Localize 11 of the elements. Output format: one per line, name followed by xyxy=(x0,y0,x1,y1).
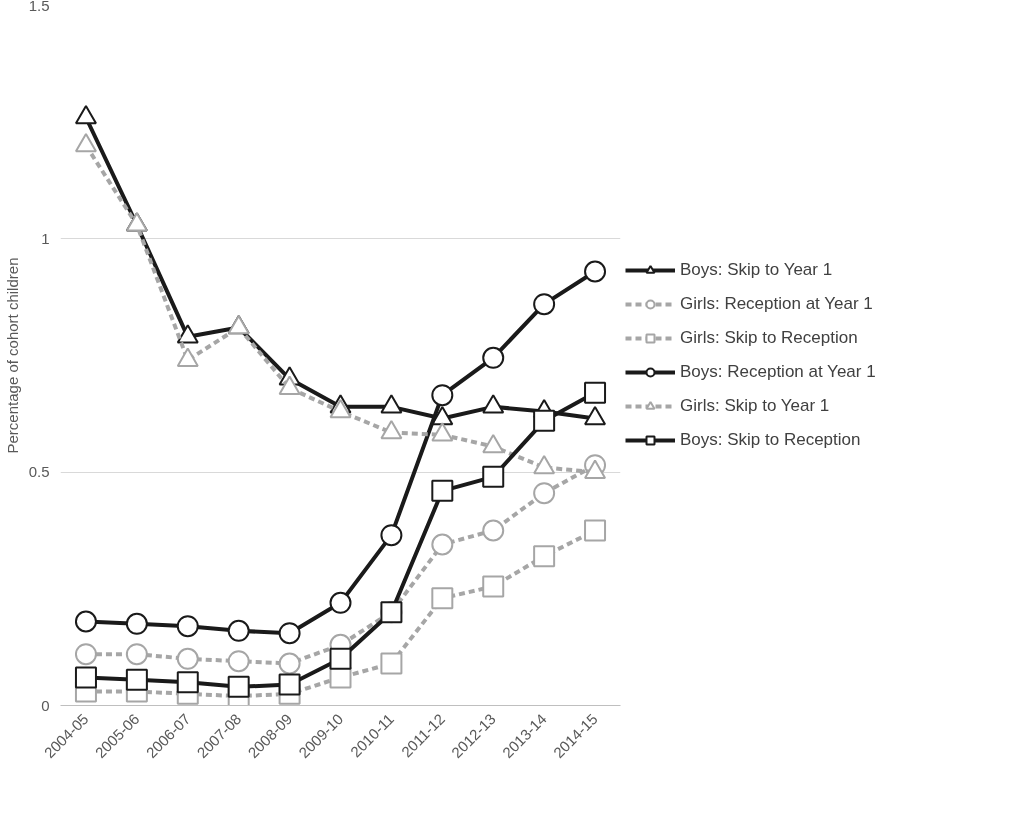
y-tick-label: 1.5 xyxy=(28,0,50,14)
legend-label: Boys: Reception at Year 1 xyxy=(680,362,876,382)
y-tick-label: 0 xyxy=(41,696,50,714)
legend-label: Girls: Reception at Year 1 xyxy=(680,294,873,314)
legend-label: Boys: Skip to Year 1 xyxy=(680,260,833,280)
legend-label: Girls: Skip to Year 1 xyxy=(680,396,830,416)
legend-label: Boys: Skip to Reception xyxy=(680,430,861,450)
y-tick-label: 0.5 xyxy=(28,463,50,481)
y-axis-title: Percentage of cohort children xyxy=(3,257,21,454)
y-tick-label: 1 xyxy=(41,229,50,247)
legend-label: Girls: Skip to Reception xyxy=(680,328,858,348)
